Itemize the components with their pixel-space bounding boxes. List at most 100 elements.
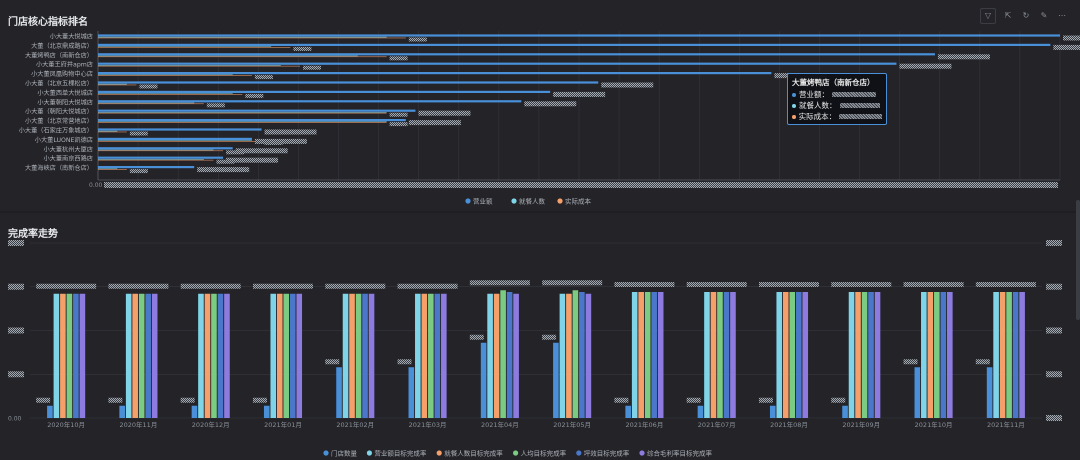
bar-4: [868, 292, 874, 418]
store-count-label-masked: [36, 397, 51, 403]
cost-value-label: [226, 150, 245, 155]
category-label: 小大董朝阳大悦城店: [37, 98, 93, 106]
diners-bar: [98, 46, 272, 47]
bar-0: [408, 367, 415, 418]
cost-value-label: [389, 122, 408, 127]
bar-0: [336, 367, 342, 418]
cost-bar: [98, 150, 224, 152]
revenue-bar: [98, 137, 252, 140]
category-label: 小大董凤凰购物中心店: [31, 70, 93, 78]
category-label: 小大董（石家庄万象城店）: [19, 127, 93, 135]
bar-2: [927, 292, 934, 418]
bar-5: [513, 293, 519, 418]
y-tick-label-left-masked: [8, 240, 24, 246]
bar-2: [60, 293, 66, 418]
bar-5: [1019, 292, 1025, 418]
y-tick-label-right-masked: [1046, 371, 1062, 378]
legend-dot-icon: [465, 198, 471, 204]
legend-label: 人均目标完成率: [521, 449, 567, 458]
bar-0: [986, 367, 993, 418]
chart-tooltip: 大董烤鸭店（南新仓店） 营业额： 就餐人数： 实际成本：: [787, 73, 887, 125]
cost-bar: [98, 75, 252, 76]
edit-icon[interactable]: ✎: [1040, 11, 1048, 20]
bar-1: [848, 292, 855, 418]
tooltip-title: 大董烤鸭店（南新仓店）: [792, 78, 875, 87]
more-icon[interactable]: ⋯: [1058, 11, 1066, 20]
rate-label-masked: [397, 283, 458, 289]
x-tick-labels-masked: [104, 182, 1058, 188]
revenue-value-label: [553, 91, 606, 97]
refresh-icon[interactable]: ↻: [1022, 11, 1030, 20]
export-icon[interactable]: ⇱: [1004, 11, 1012, 20]
store-count-label-masked: [903, 359, 918, 365]
cost-bar: [98, 169, 127, 170]
tooltip-label: 营业额：: [799, 90, 829, 99]
bar-1: [631, 292, 638, 418]
revenue-value-label: [524, 101, 577, 107]
y-tick-label: 0.00: [8, 416, 22, 423]
page-scrollbar[interactable]: [1076, 200, 1080, 320]
category-label: 小大董杭州大厦店: [44, 145, 94, 153]
revenue-value-label: [1053, 44, 1080, 50]
diners-bar: [98, 93, 233, 94]
revenue-bar: [98, 62, 897, 65]
revenue-bar: [98, 90, 551, 93]
cost-dot-icon: [792, 114, 796, 119]
legend-dot-icon: [513, 450, 519, 456]
bar-0: [914, 367, 921, 418]
legend-dot-icon: [576, 450, 582, 456]
bar-0: [191, 405, 198, 418]
y-tick-label-right-masked: [1046, 327, 1062, 334]
rate-label-masked: [325, 283, 386, 289]
bar-3: [644, 292, 651, 418]
rate-label-masked: [759, 282, 819, 287]
rate-label-masked: [614, 282, 675, 287]
bar-1: [993, 292, 999, 418]
bar-4: [651, 292, 657, 418]
category-label: 小大董LUONE凯德店: [35, 136, 93, 144]
store-count-label-masked: [180, 397, 195, 403]
store-count-label-masked: [831, 397, 846, 403]
legend-dot-icon: [557, 198, 563, 204]
ranking-chart: 小大董大悦城店大董（北京鼎成路店）大董烤鸭店（南新仓店）小大董王府井apm店小大…: [19, 31, 1080, 206]
revenue-bar: [98, 128, 262, 131]
masked-value: [832, 92, 876, 97]
bar-2: [782, 292, 789, 418]
cost-value-label: [254, 75, 273, 80]
filter-icon[interactable]: ▽: [980, 8, 996, 24]
bar-2: [349, 293, 355, 418]
bar-4: [73, 293, 79, 418]
bar-3: [717, 292, 723, 418]
bar-0: [119, 405, 125, 418]
bar-5: [730, 292, 736, 418]
cost-value-label: [129, 169, 148, 174]
y-tick-label-left-masked: [8, 283, 24, 290]
legend-label: 综合毛利率目标完成率: [647, 449, 713, 458]
bar-0: [842, 405, 848, 418]
rate-label-masked: [253, 283, 313, 289]
revenue-value-label: [226, 157, 279, 163]
diners-bar: [98, 83, 127, 85]
bar-2: [710, 292, 717, 418]
cost-bar: [98, 131, 127, 133]
legend-label: 实际成本: [565, 197, 592, 206]
revenue-value-label: [408, 120, 461, 126]
cost-value-label: [129, 131, 148, 136]
bar-4: [217, 293, 224, 418]
cost-bar: [98, 141, 262, 142]
diners-bar: [98, 168, 118, 170]
diners-bar: [98, 112, 387, 113]
diners-bar: [98, 36, 387, 38]
cost-bar: [98, 47, 291, 48]
bar-3: [1006, 292, 1012, 418]
panel-toolbar: ▽ ⇱ ↻ ✎ ⋯: [980, 8, 1068, 24]
bar-2: [638, 292, 644, 418]
cost-bar: [98, 103, 204, 105]
category-label: 大董（北京鼎成路店）: [31, 42, 93, 50]
rate-label-masked: [180, 283, 241, 289]
bar-3: [789, 292, 796, 418]
bar-0: [47, 405, 53, 418]
revenue-value-label: [937, 54, 990, 60]
rate-label-masked: [108, 283, 169, 289]
bar-4: [145, 293, 151, 418]
